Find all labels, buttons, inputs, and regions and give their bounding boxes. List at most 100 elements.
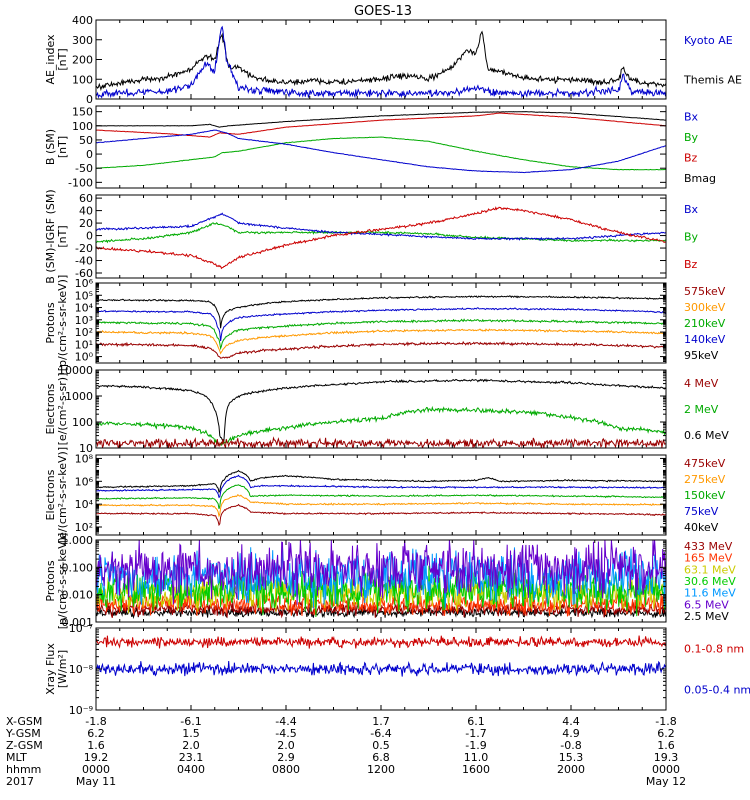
y-axis-label: [p/(cm²-s-sr-keV)] bbox=[56, 275, 69, 372]
y-tick-label: 10¹ bbox=[75, 338, 93, 351]
footer-row-label: Z-GSM bbox=[6, 739, 43, 752]
footer-value: 15.3 bbox=[559, 751, 584, 764]
y-tick-label: -40 bbox=[75, 255, 93, 268]
legend-entry: 4 MeV bbox=[684, 377, 719, 390]
y-tick-label: 0.010 bbox=[62, 589, 94, 602]
y-axis-label: Electrons bbox=[44, 469, 57, 520]
y-axis-label: [e/(cm²-s-sr-keV)] bbox=[56, 447, 69, 543]
y-tick-label: -60 bbox=[75, 267, 93, 280]
panel-8-series bbox=[96, 635, 666, 677]
y-tick-label: 100 bbox=[72, 416, 93, 429]
panel-6-series bbox=[96, 469, 666, 527]
y-axis-label: Electrons bbox=[44, 383, 57, 434]
footer-value: -1.9 bbox=[465, 739, 486, 752]
series-line-2-MeV bbox=[96, 405, 666, 447]
footer-value: 2.9 bbox=[277, 751, 295, 764]
series-line-275keV bbox=[96, 494, 666, 518]
y-tick-label: 0.100 bbox=[62, 561, 94, 574]
series-line-Bmag bbox=[96, 110, 666, 128]
y-axis-label: Protons bbox=[44, 560, 57, 601]
x-tick-label: 0400 bbox=[177, 763, 205, 776]
y-tick-label: 10000 bbox=[58, 364, 93, 377]
y-tick-label: 10⁻⁹ bbox=[69, 704, 93, 717]
legend-entry: 0.6 MeV bbox=[684, 429, 729, 442]
legend-entry: 6.5 MeV bbox=[684, 598, 729, 611]
legend-entry: Bz bbox=[684, 151, 698, 164]
date-label-start: May 11 bbox=[76, 775, 116, 788]
legend-entry: 0.1-0.8 nm bbox=[684, 643, 744, 656]
series-line-0.6-MeV bbox=[96, 378, 666, 444]
legend-entry: 30.6 MeV bbox=[684, 575, 736, 588]
series-line-2.5-MeV bbox=[96, 604, 666, 620]
footer-row-label: MLT bbox=[6, 751, 27, 764]
y-axis-label: AE_index bbox=[44, 34, 57, 85]
y-tick-label: 10³ bbox=[75, 314, 93, 327]
y-tick-label: 10⁶ bbox=[75, 475, 94, 488]
series-line-210keV bbox=[96, 318, 666, 351]
footer-value: 19.2 bbox=[84, 751, 109, 764]
legend-entry: 165 MeV bbox=[684, 552, 733, 565]
x-tick-label: 2000 bbox=[557, 763, 585, 776]
legend-entry: By bbox=[684, 231, 699, 244]
series-line-575keV bbox=[96, 340, 666, 359]
legend-entry: By bbox=[684, 131, 699, 144]
footer-row-label: Y-GSM bbox=[5, 727, 41, 740]
series-line-Bz bbox=[96, 112, 666, 138]
y-tick-label: 10⁻⁸ bbox=[69, 663, 94, 676]
series-line-475keV bbox=[96, 503, 666, 527]
footer-value: 11.0 bbox=[464, 751, 489, 764]
footer-value: 2.0 bbox=[277, 739, 295, 752]
footer-value: -1.8 bbox=[85, 715, 106, 728]
y-axis-label: [nT] bbox=[56, 136, 69, 158]
footer-row-label: hhmm bbox=[6, 763, 41, 776]
y-tick-label: 10⁰ bbox=[75, 351, 94, 364]
footer-value: 1.5 bbox=[182, 727, 200, 740]
x-tick-label: 1200 bbox=[367, 763, 395, 776]
y-tick-label: 200 bbox=[72, 54, 93, 67]
series-line-95keV bbox=[96, 295, 666, 329]
legend-entry: 2 MeV bbox=[684, 403, 719, 416]
y-tick-label: 20 bbox=[79, 217, 93, 230]
series-line-4-MeV bbox=[96, 436, 666, 448]
series-line-Bz bbox=[96, 206, 666, 270]
y-tick-label: 10⁸ bbox=[75, 452, 94, 465]
y-tick-label: 10⁶ bbox=[75, 277, 94, 290]
panel-3-series bbox=[96, 206, 666, 270]
y-tick-label: 300 bbox=[72, 34, 93, 47]
series-line-Themis-AE bbox=[96, 30, 666, 92]
series-line-40keV bbox=[96, 469, 666, 494]
series-line-433-MeV bbox=[96, 600, 666, 619]
series-line-0.05-0.4-nm bbox=[96, 660, 666, 677]
y-tick-label: 0 bbox=[86, 148, 93, 161]
legend-entry: Bz bbox=[684, 258, 698, 271]
y-tick-label: 10⁵ bbox=[75, 289, 93, 302]
footer-value: -6.1 bbox=[180, 715, 201, 728]
panel-7-series bbox=[96, 540, 666, 620]
date-label-end: May 12 bbox=[646, 775, 686, 788]
series-line-Bx bbox=[96, 212, 666, 242]
series-line-By bbox=[96, 136, 666, 171]
footer-value: 4.9 bbox=[562, 727, 580, 740]
y-tick-label: -100 bbox=[68, 176, 93, 189]
panel-7: 0.001 0.010 0.100 1.000 Protons [p/(cm²-s-sr-… bbox=[44, 533, 736, 630]
footer-value: -0.8 bbox=[560, 739, 581, 752]
panel-2-series bbox=[96, 110, 666, 174]
legend-entry: 210keV bbox=[684, 317, 726, 330]
y-tick-label: 1000 bbox=[65, 390, 93, 403]
footer-value: -6.4 bbox=[370, 727, 391, 740]
panel-5-series bbox=[96, 378, 666, 448]
y-tick-label: -50 bbox=[75, 162, 93, 175]
footer-value: 23.1 bbox=[179, 751, 204, 764]
legend-entry: 11.6 MeV bbox=[684, 587, 736, 600]
legend-entry: Kyoto AE bbox=[684, 34, 733, 47]
legend-entry: 475keV bbox=[684, 457, 726, 470]
footer-value: 1.6 bbox=[657, 739, 675, 752]
y-axis-label: [W/m²] bbox=[56, 650, 69, 688]
series-line-Bx bbox=[96, 129, 666, 174]
series-line-0.1-0.8-nm bbox=[96, 635, 666, 649]
footer-row-label: X-GSM bbox=[6, 715, 42, 728]
legend-entry: 575keV bbox=[684, 285, 726, 298]
